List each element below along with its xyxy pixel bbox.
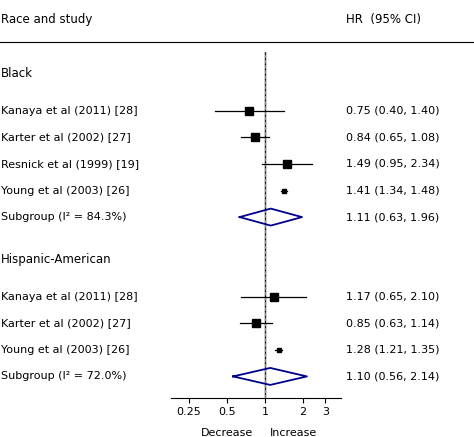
Text: Kanaya et al (2011) [28]: Kanaya et al (2011) [28]	[1, 292, 137, 302]
Text: 1.17 (0.65, 2.10): 1.17 (0.65, 2.10)	[346, 292, 439, 302]
Text: Race and study: Race and study	[1, 13, 92, 26]
Text: Karter et al (2002) [27]: Karter et al (2002) [27]	[1, 318, 131, 328]
Text: 1.10 (0.56, 2.14): 1.10 (0.56, 2.14)	[346, 371, 439, 382]
Text: 1.11 (0.63, 1.96): 1.11 (0.63, 1.96)	[346, 212, 439, 222]
Text: Subgroup (I² = 84.3%): Subgroup (I² = 84.3%)	[1, 212, 127, 222]
Text: Young et al (2003) [26]: Young et al (2003) [26]	[1, 345, 129, 355]
Text: 0.85 (0.63, 1.14): 0.85 (0.63, 1.14)	[346, 318, 439, 328]
Text: Increase: Increase	[270, 428, 317, 437]
Text: Black: Black	[1, 67, 33, 80]
Text: Hispanic-American: Hispanic-American	[1, 253, 111, 266]
Text: HR  (95% CI): HR (95% CI)	[346, 13, 421, 26]
Text: 1.28 (1.21, 1.35): 1.28 (1.21, 1.35)	[346, 345, 439, 355]
Text: 0.75 (0.40, 1.40): 0.75 (0.40, 1.40)	[346, 106, 439, 116]
Text: Subgroup (I² = 72.0%): Subgroup (I² = 72.0%)	[1, 371, 127, 382]
Text: Kanaya et al (2011) [28]: Kanaya et al (2011) [28]	[1, 106, 137, 116]
Text: Karter et al (2002) [27]: Karter et al (2002) [27]	[1, 132, 131, 142]
Text: Young et al (2003) [26]: Young et al (2003) [26]	[1, 186, 129, 195]
Text: 1.41 (1.34, 1.48): 1.41 (1.34, 1.48)	[346, 186, 440, 195]
Text: 0.84 (0.65, 1.08): 0.84 (0.65, 1.08)	[346, 132, 439, 142]
Text: Decrease: Decrease	[201, 428, 253, 437]
Text: 1.49 (0.95, 2.34): 1.49 (0.95, 2.34)	[346, 159, 440, 169]
Text: Resnick et al (1999) [19]: Resnick et al (1999) [19]	[1, 159, 139, 169]
